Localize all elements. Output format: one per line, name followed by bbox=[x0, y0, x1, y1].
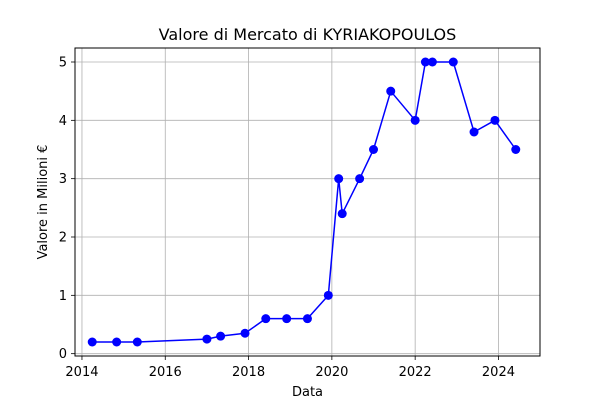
data-point bbox=[448, 57, 458, 67]
x-tick-label: 2018 bbox=[232, 365, 265, 380]
x-tick-label: 2022 bbox=[399, 365, 432, 380]
data-series bbox=[87, 57, 521, 347]
x-tick-label: 2014 bbox=[65, 365, 98, 380]
data-point bbox=[337, 209, 347, 219]
data-point bbox=[282, 314, 292, 324]
y-tick-label: 1 bbox=[59, 289, 67, 304]
data-point bbox=[240, 328, 250, 338]
y-tick-label: 0 bbox=[59, 347, 67, 362]
y-tick-label: 3 bbox=[59, 172, 67, 187]
x-tick-label: 2024 bbox=[482, 365, 515, 380]
data-point bbox=[323, 290, 333, 300]
y-tick-label: 4 bbox=[59, 114, 67, 129]
data-point bbox=[334, 174, 344, 184]
data-point bbox=[302, 314, 312, 324]
data-point bbox=[216, 331, 226, 341]
axis-ticks: 2014 2016 2018 2020 2022 2024 0 1 2 3 4 5 bbox=[59, 56, 515, 381]
y-axis-title: Valore in Milioni € bbox=[36, 145, 51, 260]
data-point bbox=[490, 115, 500, 125]
data-point bbox=[132, 337, 142, 347]
data-point bbox=[261, 314, 271, 324]
data-point bbox=[202, 334, 212, 344]
grid-lines bbox=[75, 48, 540, 356]
data-point bbox=[386, 86, 396, 96]
plot-area-frame bbox=[74, 47, 541, 357]
data-point bbox=[112, 337, 122, 347]
data-point bbox=[511, 145, 521, 154]
data-point bbox=[87, 337, 97, 347]
chart-title: Valore di Mercato di KYRIAKOPOULOS bbox=[159, 25, 457, 44]
x-tick-label: 2016 bbox=[149, 365, 182, 380]
data-point bbox=[427, 57, 437, 67]
series-line bbox=[92, 61, 517, 343]
data-point bbox=[369, 145, 379, 154]
data-point bbox=[469, 127, 479, 137]
y-tick-label: 2 bbox=[59, 231, 67, 246]
y-tick-label: 5 bbox=[59, 56, 67, 71]
data-point bbox=[420, 57, 430, 67]
x-axis-title: Data bbox=[292, 385, 323, 400]
data-point bbox=[355, 174, 365, 184]
x-tick-label: 2020 bbox=[315, 365, 348, 380]
data-point bbox=[410, 115, 420, 125]
